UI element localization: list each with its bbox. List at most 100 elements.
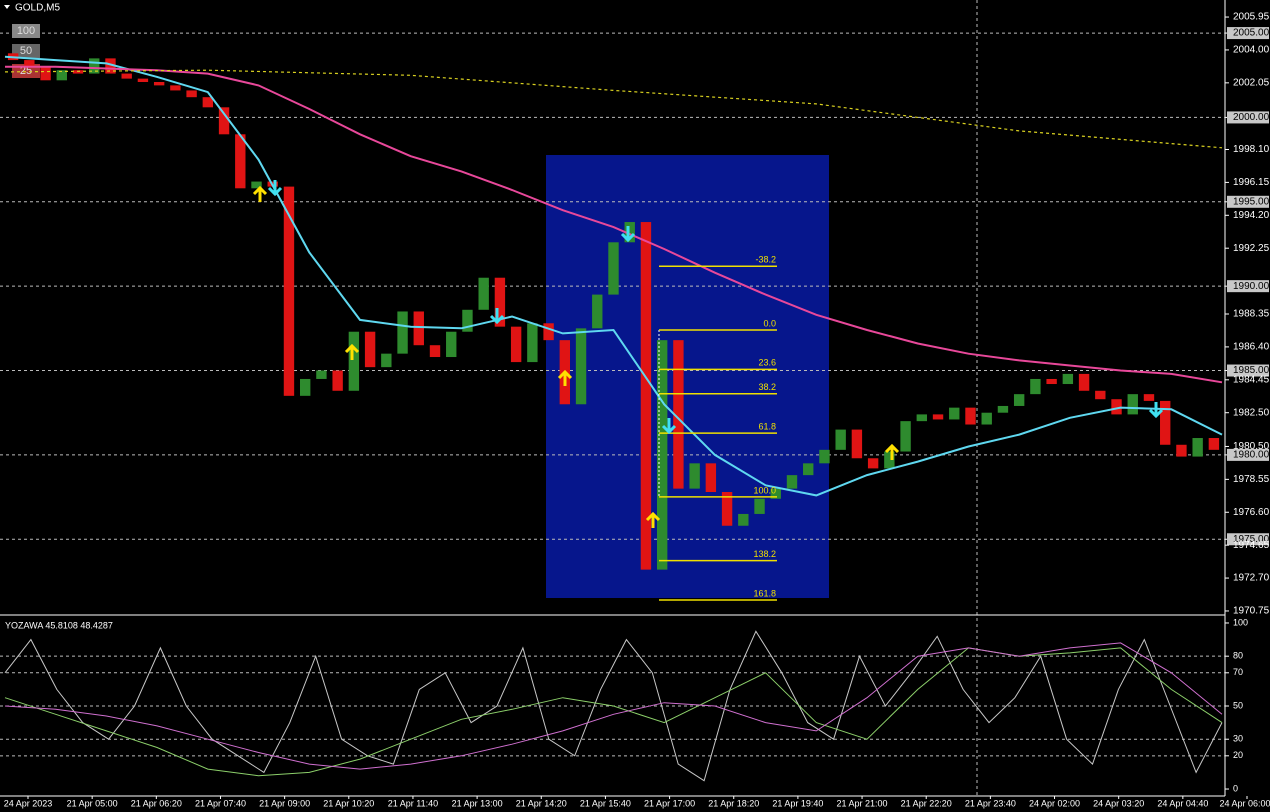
- candle: [283, 186, 295, 396]
- candle: [738, 513, 749, 526]
- candle: [137, 78, 149, 83]
- candle: [1208, 438, 1220, 450]
- y-tick-label: 1974.65: [1233, 540, 1270, 551]
- candle: [300, 378, 311, 396]
- chart-title: GOLD,M5: [15, 3, 60, 14]
- y-tick-label: 1982.50: [1233, 407, 1270, 418]
- candle: [105, 58, 116, 74]
- candle: [1013, 394, 1025, 406]
- candle: [462, 309, 473, 332]
- scale-button-label[interactable]: 25: [20, 65, 32, 77]
- candle: [1176, 444, 1187, 457]
- fib-label: 38.2: [758, 382, 776, 392]
- candle: [916, 414, 927, 422]
- fib-label: -38.2: [755, 255, 776, 265]
- indicator-title: YOZAWA 45.8108 48.4287: [5, 620, 113, 630]
- candle: [89, 58, 100, 74]
- candle: [689, 463, 700, 489]
- fib-label: 0.0: [763, 318, 776, 328]
- scale-button[interactable]: [12, 24, 40, 38]
- candle: [770, 488, 781, 499]
- down-arrow: [620, 226, 636, 243]
- menu-triangle[interactable]: [4, 5, 10, 9]
- candle: [413, 311, 424, 346]
- y-tick-label: 1978.55: [1233, 474, 1270, 485]
- candle: [949, 407, 960, 420]
- candle: [332, 370, 343, 391]
- candle: [381, 353, 392, 368]
- down-arrow: [489, 308, 505, 325]
- x-tick-label: 21 Apr 21:00: [837, 798, 888, 808]
- x-tick-label: 21 Apr 14:20: [516, 798, 567, 808]
- highlight-zone: [546, 155, 829, 598]
- candle: [754, 498, 765, 514]
- candle: [1095, 390, 1106, 400]
- candle: [56, 70, 67, 81]
- y-tick-label: 1986.40: [1233, 342, 1270, 353]
- x-tick-label: 21 Apr 23:40: [965, 798, 1016, 808]
- scale-button-label[interactable]: 100: [17, 25, 35, 37]
- y-tick-label: 20: [1233, 750, 1243, 760]
- scale-button-label[interactable]: 50: [20, 45, 32, 57]
- candle: [900, 421, 911, 452]
- price-box: [1227, 195, 1269, 208]
- y-tick-label: 1975.00: [1233, 534, 1270, 545]
- x-tick-label: 24 Apr 2023: [4, 798, 53, 808]
- candle: [575, 328, 587, 405]
- y-tick-label: 2005.95: [1233, 12, 1270, 23]
- candle: [1111, 399, 1122, 415]
- candle: [364, 331, 376, 368]
- scale-button[interactable]: [12, 44, 40, 58]
- candle: [705, 463, 717, 493]
- candle: [202, 97, 214, 108]
- candle: [1062, 373, 1074, 385]
- price-box: [1227, 533, 1269, 546]
- candle: [884, 451, 895, 469]
- candle: [478, 277, 489, 310]
- x-tick-label: 21 Apr 15:40: [580, 798, 631, 808]
- candle: [251, 181, 262, 189]
- candle: [397, 311, 408, 354]
- up-arrow: [645, 511, 661, 528]
- oscillator-pane: 100 80 70 50 30 20 0 24 Apr 2023 21 Apr 05:00 21 …: [0, 617, 1270, 808]
- y-tick-label: 1972.70: [1233, 573, 1270, 584]
- candle: [608, 242, 619, 295]
- y-tick-label: 2005.00: [1233, 28, 1270, 39]
- y-tick-label: 0: [1233, 783, 1238, 793]
- candle: [592, 294, 603, 329]
- candle: [121, 73, 132, 79]
- x-tick-label: 21 Apr 06:20: [131, 798, 182, 808]
- moving-average: [4, 55, 1223, 497]
- candle: [656, 340, 668, 570]
- x-tick-label: 21 Apr 05:00: [67, 798, 118, 808]
- y-tick-label: 1985.00: [1233, 365, 1270, 376]
- up-arrow: [557, 369, 573, 386]
- x-tick-label: 21 Apr 09:00: [259, 798, 310, 808]
- candle: [673, 340, 684, 489]
- candle: [1192, 438, 1203, 457]
- candle: [1127, 394, 1138, 415]
- candle: [153, 82, 165, 86]
- price-box: [1227, 364, 1269, 377]
- y-tick-label: 2000.00: [1233, 112, 1270, 123]
- y-tick-label: 1984.45: [1233, 374, 1270, 385]
- candle: [721, 492, 733, 526]
- y-tick-label: 1980.50: [1233, 441, 1270, 452]
- candle: [997, 405, 1009, 413]
- candle: [510, 326, 522, 363]
- candle: [316, 370, 327, 379]
- fib-label: 138.2: [753, 549, 776, 559]
- x-tick-label: 21 Apr 11:40: [388, 798, 438, 808]
- y-tick-label: 2004.00: [1233, 45, 1270, 56]
- x-tick-label: 21 Apr 22:20: [901, 798, 952, 808]
- candle: [494, 277, 506, 327]
- candle: [640, 222, 652, 570]
- y-tick-label: 1995.00: [1233, 196, 1270, 207]
- candle: [624, 222, 635, 243]
- y-tick-label: 1992.25: [1233, 243, 1270, 254]
- x-tick-label: 24 Apr 03:20: [1093, 798, 1144, 808]
- fib-label: 23.6: [758, 358, 776, 368]
- candle: [1143, 394, 1155, 401]
